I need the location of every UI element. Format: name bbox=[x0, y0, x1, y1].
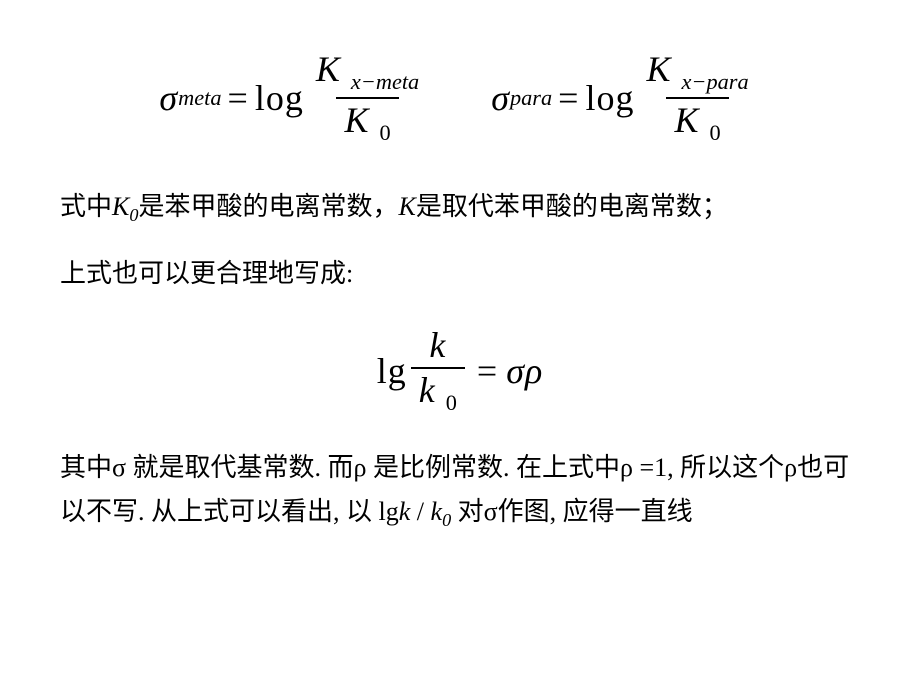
text-part: 对σ作图, 应得一直线 bbox=[451, 497, 693, 526]
k-sub-xmeta: x−meta bbox=[351, 69, 419, 94]
fraction-meta: K x−meta K 0 bbox=[308, 50, 427, 145]
denominator-meta: K 0 bbox=[336, 97, 398, 146]
k-symbol: K bbox=[344, 100, 369, 140]
sigma-sub-meta: meta bbox=[178, 85, 221, 111]
k-italic: K bbox=[398, 192, 415, 221]
k-sub-zero: 0 bbox=[379, 120, 390, 145]
fraction-para: K x−para K 0 bbox=[638, 50, 756, 145]
equals-sign: = bbox=[558, 77, 579, 119]
equation-row-center: lg k k 0 = σρ bbox=[60, 326, 860, 416]
equals-sign: = bbox=[477, 350, 498, 392]
equals-sign: = bbox=[228, 77, 249, 119]
equation-row-top: σ meta = log K x−meta K 0 σ para = log bbox=[60, 50, 860, 145]
text-part: 是苯甲酸的电离常数， bbox=[138, 192, 398, 221]
k-sub-xpara: x−para bbox=[681, 69, 748, 94]
sigma-rho: σρ bbox=[506, 350, 543, 392]
text-part: 是取代苯甲酸的电离常数； bbox=[416, 192, 728, 221]
k-sub-zero: 0 bbox=[709, 120, 720, 145]
k-sub-zero: 0 bbox=[442, 510, 451, 530]
paragraph-explanation: 其中σ 就是取代基常数. 而ρ 是比例常数. 在上式中ρ =1, 所以这个ρ也可… bbox=[60, 446, 860, 536]
paragraph-definition: 式中K0是苯甲酸的电离常数，K是取代苯甲酸的电离常数； bbox=[60, 185, 860, 231]
slide-content: σ meta = log K x−meta K 0 σ para = log bbox=[0, 0, 920, 596]
k-symbol: K bbox=[674, 100, 699, 140]
k-symbol: k bbox=[429, 325, 446, 365]
k-symbol: K bbox=[316, 49, 341, 89]
sigma-symbol: σ bbox=[491, 77, 510, 119]
fraction-k: k k 0 bbox=[411, 326, 465, 416]
log-operator: log bbox=[585, 77, 634, 119]
slash: / bbox=[410, 497, 430, 526]
equation-sigma-meta: σ meta = log K x−meta K 0 bbox=[159, 50, 431, 145]
k-italic: k bbox=[399, 497, 411, 526]
numerator-k: k bbox=[421, 326, 454, 368]
lg-operator: lg bbox=[377, 350, 407, 392]
denominator-k: k 0 bbox=[411, 367, 465, 416]
log-operator: log bbox=[255, 77, 304, 119]
paragraph-rewrite-intro: 上式也可以更合理地写成: bbox=[60, 252, 860, 296]
denominator-para: K 0 bbox=[666, 97, 728, 146]
numerator-meta: K x−meta bbox=[308, 50, 427, 97]
k-italic: K bbox=[112, 192, 129, 221]
k-symbol: k bbox=[419, 370, 436, 410]
sigma-sub-para: para bbox=[510, 85, 552, 111]
text-part: 式中 bbox=[60, 192, 112, 221]
equation-sigma-para: σ para = log K x−para K 0 bbox=[491, 50, 760, 145]
numerator-para: K x−para bbox=[638, 50, 756, 97]
sigma-symbol: σ bbox=[159, 77, 178, 119]
equation-lg-k: lg k k 0 = σρ bbox=[377, 326, 544, 416]
k-italic: k bbox=[431, 497, 443, 526]
k-sub-zero: 0 bbox=[446, 391, 457, 416]
k-symbol: K bbox=[646, 49, 671, 89]
